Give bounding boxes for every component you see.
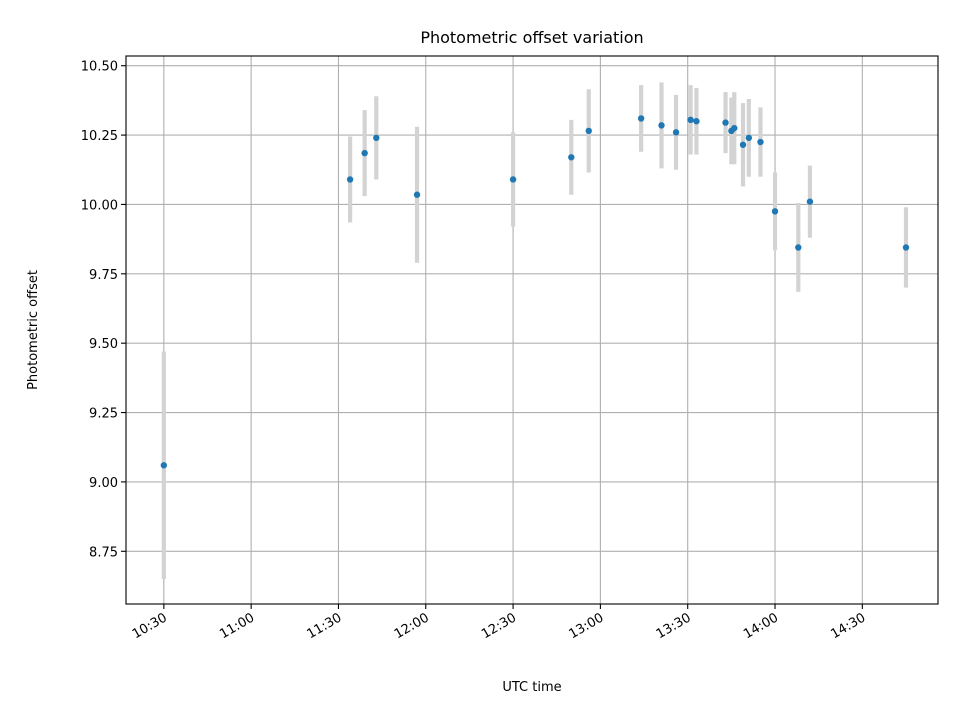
y-tick-label: 10.50 bbox=[81, 60, 118, 75]
data-point bbox=[160, 462, 168, 469]
x-axis: 10:30 11:00 11:30 12:00 12:30 13:00 13:30 14:00… bbox=[130, 604, 868, 642]
x-tick-label: 13:00 bbox=[566, 610, 606, 642]
y-tick-label: 8.75 bbox=[89, 545, 118, 560]
x-tick-label: 12:00 bbox=[392, 610, 432, 642]
data-point bbox=[373, 134, 380, 142]
y-tick-label: 9.25 bbox=[89, 407, 118, 422]
x-tick-label: 11:00 bbox=[217, 610, 257, 642]
data-point bbox=[902, 244, 910, 251]
y-axis: 8.75 9.00 9.25 9.50 9.75 10.00 10.25 10.50 bbox=[81, 60, 126, 560]
x-tick-label: 10:30 bbox=[130, 610, 170, 642]
chart-title: Photometric offset variation bbox=[420, 28, 643, 47]
data-point bbox=[731, 124, 738, 132]
data-point bbox=[509, 176, 517, 183]
data-point bbox=[585, 127, 592, 135]
data-point bbox=[672, 129, 680, 136]
x-tick-label: 13:30 bbox=[654, 610, 694, 642]
data-point bbox=[745, 134, 753, 142]
data-point bbox=[722, 119, 729, 126]
data-point bbox=[637, 115, 645, 122]
y-tick-label: 10.25 bbox=[81, 129, 118, 144]
y-tick-label: 9.00 bbox=[89, 476, 118, 491]
data-point bbox=[739, 141, 747, 148]
error-bars bbox=[161, 82, 909, 580]
data-point bbox=[413, 191, 421, 198]
data-point bbox=[806, 198, 814, 205]
y-axis-label: Photometric offset bbox=[26, 270, 41, 390]
data-point bbox=[658, 122, 665, 129]
x-tick-label: 11:30 bbox=[305, 610, 345, 642]
data-point bbox=[361, 149, 368, 157]
grid bbox=[126, 56, 938, 604]
x-tick-label: 12:30 bbox=[479, 610, 519, 642]
y-tick-label: 10.00 bbox=[81, 198, 118, 213]
data-point bbox=[687, 116, 694, 124]
x-tick-label: 14:00 bbox=[741, 610, 781, 642]
x-axis-label: UTC time bbox=[502, 680, 561, 695]
x-tick-label: 14:30 bbox=[828, 610, 868, 642]
data-point bbox=[568, 154, 575, 161]
data-point bbox=[795, 244, 802, 251]
data-point bbox=[693, 118, 700, 125]
y-tick-label: 9.75 bbox=[89, 268, 118, 283]
plot-frame bbox=[125, 55, 939, 605]
y-tick-label: 9.50 bbox=[89, 337, 118, 352]
data-point bbox=[346, 176, 354, 183]
data-points bbox=[160, 115, 910, 469]
data-point bbox=[757, 138, 764, 146]
data-point bbox=[771, 208, 779, 215]
